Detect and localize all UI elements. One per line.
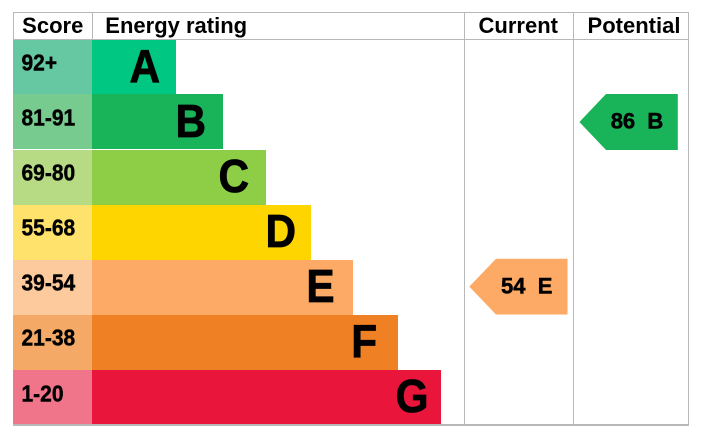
svg-text:54 E: 54 E [501, 273, 552, 298]
svg-text:86 B: 86 B [611, 109, 664, 134]
